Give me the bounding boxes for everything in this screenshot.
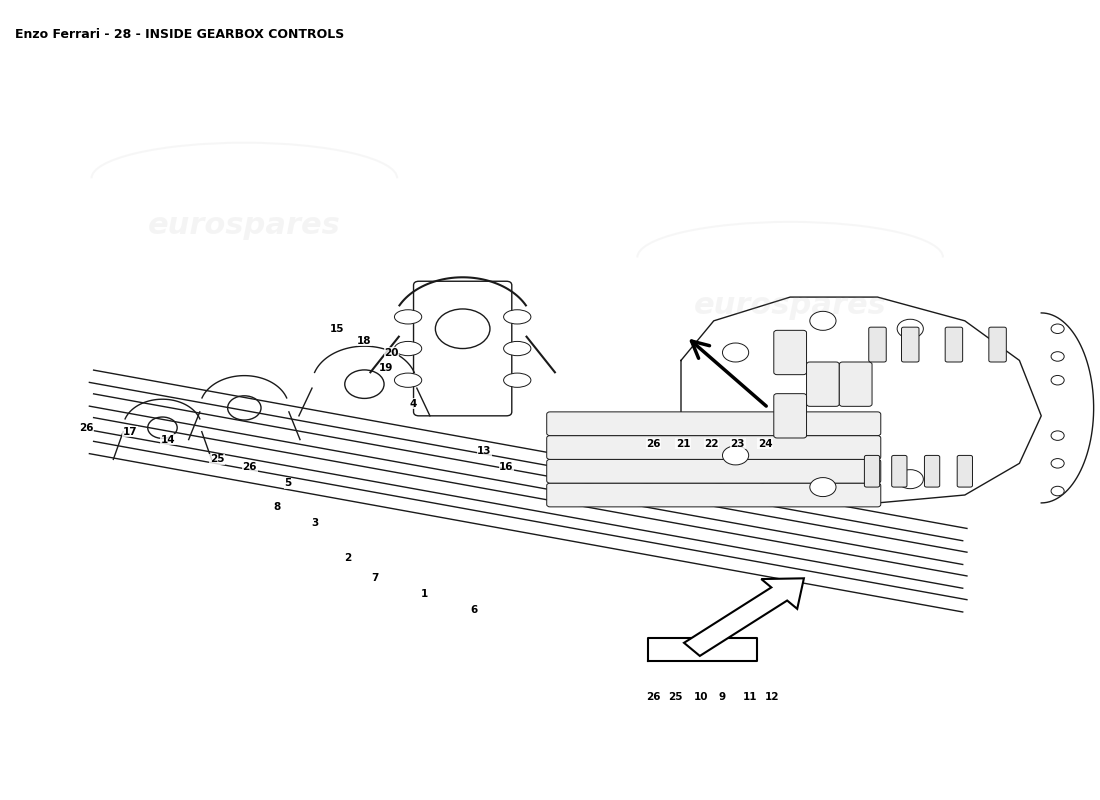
Text: 24: 24 [758,438,772,449]
FancyArrow shape [684,578,804,656]
Circle shape [1052,324,1064,334]
Ellipse shape [395,373,421,387]
Circle shape [1052,375,1064,385]
Ellipse shape [504,310,531,324]
FancyBboxPatch shape [806,362,839,406]
FancyBboxPatch shape [869,327,887,362]
Text: 13: 13 [477,446,492,457]
FancyBboxPatch shape [773,394,806,438]
Text: 7: 7 [372,573,379,583]
FancyBboxPatch shape [773,330,806,374]
FancyBboxPatch shape [892,455,907,487]
Text: 26: 26 [647,692,661,702]
Text: Enzo Ferrari - 28 - INSIDE GEARBOX CONTROLS: Enzo Ferrari - 28 - INSIDE GEARBOX CONTR… [15,28,344,41]
Ellipse shape [395,310,421,324]
Text: 11: 11 [742,692,757,702]
Text: 9: 9 [719,692,726,702]
Text: 5: 5 [285,478,292,488]
FancyBboxPatch shape [865,455,880,487]
FancyBboxPatch shape [414,282,512,416]
Text: 25: 25 [210,454,224,464]
Text: 23: 23 [730,438,745,449]
Circle shape [1052,352,1064,362]
Text: 25: 25 [669,692,683,702]
Circle shape [723,343,749,362]
Text: 17: 17 [122,426,138,437]
Text: 2: 2 [344,554,352,563]
Circle shape [898,319,923,338]
Circle shape [810,311,836,330]
Circle shape [1052,458,1064,468]
Text: 8: 8 [274,502,280,512]
Circle shape [1052,486,1064,496]
FancyBboxPatch shape [957,455,972,487]
Text: 4: 4 [410,399,417,409]
FancyBboxPatch shape [902,327,918,362]
FancyBboxPatch shape [839,362,872,406]
Ellipse shape [395,342,421,356]
FancyBboxPatch shape [989,327,1006,362]
Circle shape [1052,431,1064,440]
Circle shape [898,470,923,489]
Text: 18: 18 [358,336,372,346]
Circle shape [723,446,749,465]
Ellipse shape [504,373,531,387]
Text: 22: 22 [704,438,718,449]
FancyBboxPatch shape [945,327,962,362]
Text: 16: 16 [499,462,514,472]
Text: 12: 12 [764,692,779,702]
Text: 21: 21 [675,438,691,449]
Text: 10: 10 [693,692,708,702]
Text: 14: 14 [161,434,175,445]
FancyBboxPatch shape [547,436,881,459]
Text: 1: 1 [421,589,428,599]
Text: 26: 26 [647,438,661,449]
Text: 26: 26 [79,422,94,433]
Text: 6: 6 [470,605,477,614]
Text: 3: 3 [311,518,319,528]
Text: eurospares: eurospares [148,211,341,240]
Circle shape [810,478,836,497]
Text: 20: 20 [385,347,399,358]
Text: 19: 19 [379,363,394,374]
FancyBboxPatch shape [547,459,881,483]
FancyBboxPatch shape [547,412,881,436]
Ellipse shape [504,342,531,356]
Text: 26: 26 [242,462,257,472]
FancyBboxPatch shape [547,483,881,507]
Text: 15: 15 [330,324,344,334]
FancyBboxPatch shape [924,455,939,487]
Text: eurospares: eurospares [694,290,887,319]
